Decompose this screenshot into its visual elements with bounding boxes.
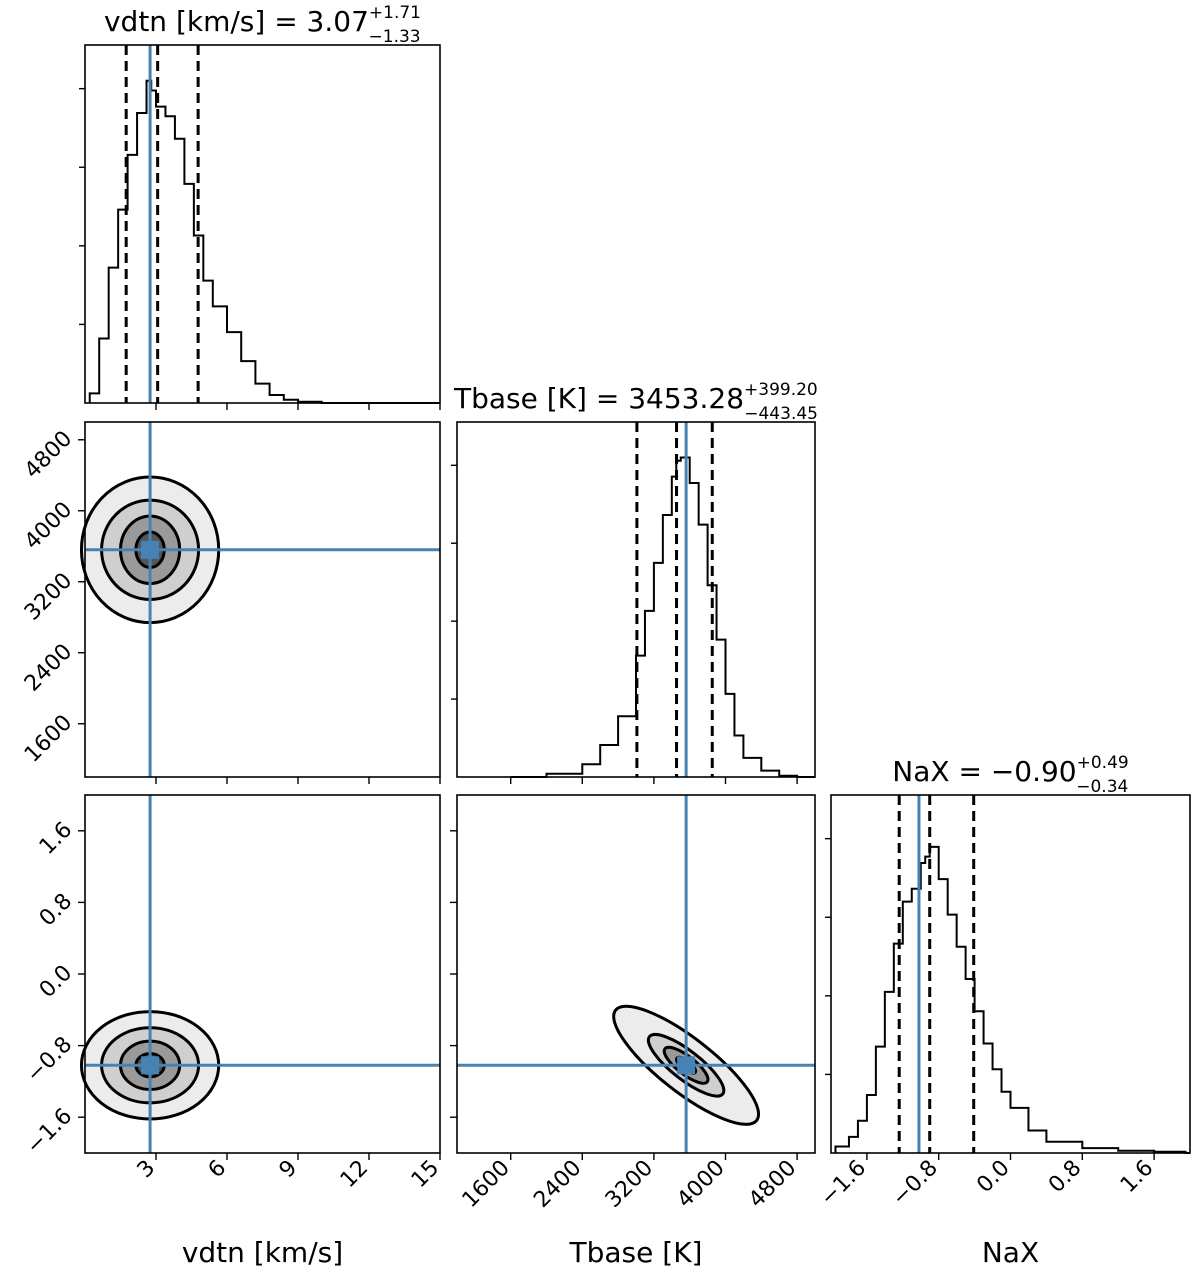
contour-panel-Tbase-vs-vdtn	[79, 421, 441, 778]
x-tick-label-Tbase: 4800	[744, 1156, 801, 1213]
y-tick-label-NaX: 1.6	[35, 817, 77, 859]
y-tick-label-Tbase: 4000	[20, 497, 77, 554]
panel-frame	[84, 421, 441, 778]
panel-frame	[456, 794, 816, 1154]
histogram-panel-vdtn: vdtn [km/s] = 3.07+1.71 −1.33	[79, 3, 441, 404]
x-tick-label-Tbase: 3200	[601, 1156, 658, 1213]
contour-panel-NaX-vs-vdtn	[79, 794, 441, 1154]
contour-panel-NaX-vs-Tbase	[456, 794, 816, 1154]
x-tick-label-Tbase: 4000	[672, 1156, 729, 1213]
panel-frame	[84, 44, 441, 404]
x-axis-label-vdtn: vdtn [km/s]	[182, 1236, 343, 1269]
y-tick-label-Tbase: 1600	[20, 710, 77, 767]
x-tick-label-NaX: −0.8	[887, 1156, 942, 1211]
x-axis-label-NaX: NaX	[982, 1236, 1039, 1269]
y-tick-label-Tbase: 2400	[20, 639, 77, 696]
histogram-panel-NaX: NaX = −0.90+0.49 −0.34	[825, 753, 1191, 1154]
histogram-title-vdtn: vdtn [km/s] = 3.07+1.71 −1.33	[104, 3, 421, 47]
x-tick-label-vdtn: 12	[336, 1156, 373, 1193]
x-axis-label-Tbase: Tbase [K]	[569, 1236, 703, 1269]
x-tick-label-NaX: −1.6	[816, 1156, 871, 1211]
histogram-step-line	[88, 79, 440, 404]
y-tick-label-Tbase: 4800	[20, 426, 77, 483]
histogram-step-line	[834, 845, 1190, 1154]
truth-marker	[141, 1056, 160, 1075]
x-tick-label-Tbase: 2400	[529, 1156, 586, 1213]
histogram-title-NaX: NaX = −0.90+0.49 −0.34	[892, 753, 1128, 797]
histogram-title-Tbase: Tbase [K] = 3453.28+399.20 −443.45	[453, 380, 818, 424]
y-tick-label-Tbase: 3200	[20, 568, 77, 625]
y-tick-label-NaX: −0.8	[22, 1032, 77, 1087]
truth-marker	[677, 1056, 696, 1075]
histogram-step-line	[510, 456, 815, 778]
contour-level	[612, 1004, 761, 1126]
x-tick-label-NaX: 1.6	[1116, 1156, 1158, 1198]
x-tick-label-NaX: 0.0	[972, 1156, 1014, 1198]
x-tick-label-vdtn: 15	[407, 1156, 444, 1193]
y-tick-label-NaX: −1.6	[22, 1104, 77, 1159]
panel-frame	[456, 421, 816, 778]
y-tick-label-NaX: 0.8	[35, 889, 77, 931]
x-tick-label-NaX: 0.8	[1044, 1156, 1086, 1198]
x-tick-label-Tbase: 1600	[458, 1156, 515, 1213]
histogram-panel-Tbase: Tbase [K] = 3453.28+399.20 −443.45	[451, 380, 818, 778]
y-tick-label-NaX: 0.0	[35, 961, 77, 1003]
truth-marker	[141, 540, 160, 559]
contour-level	[646, 1032, 726, 1098]
